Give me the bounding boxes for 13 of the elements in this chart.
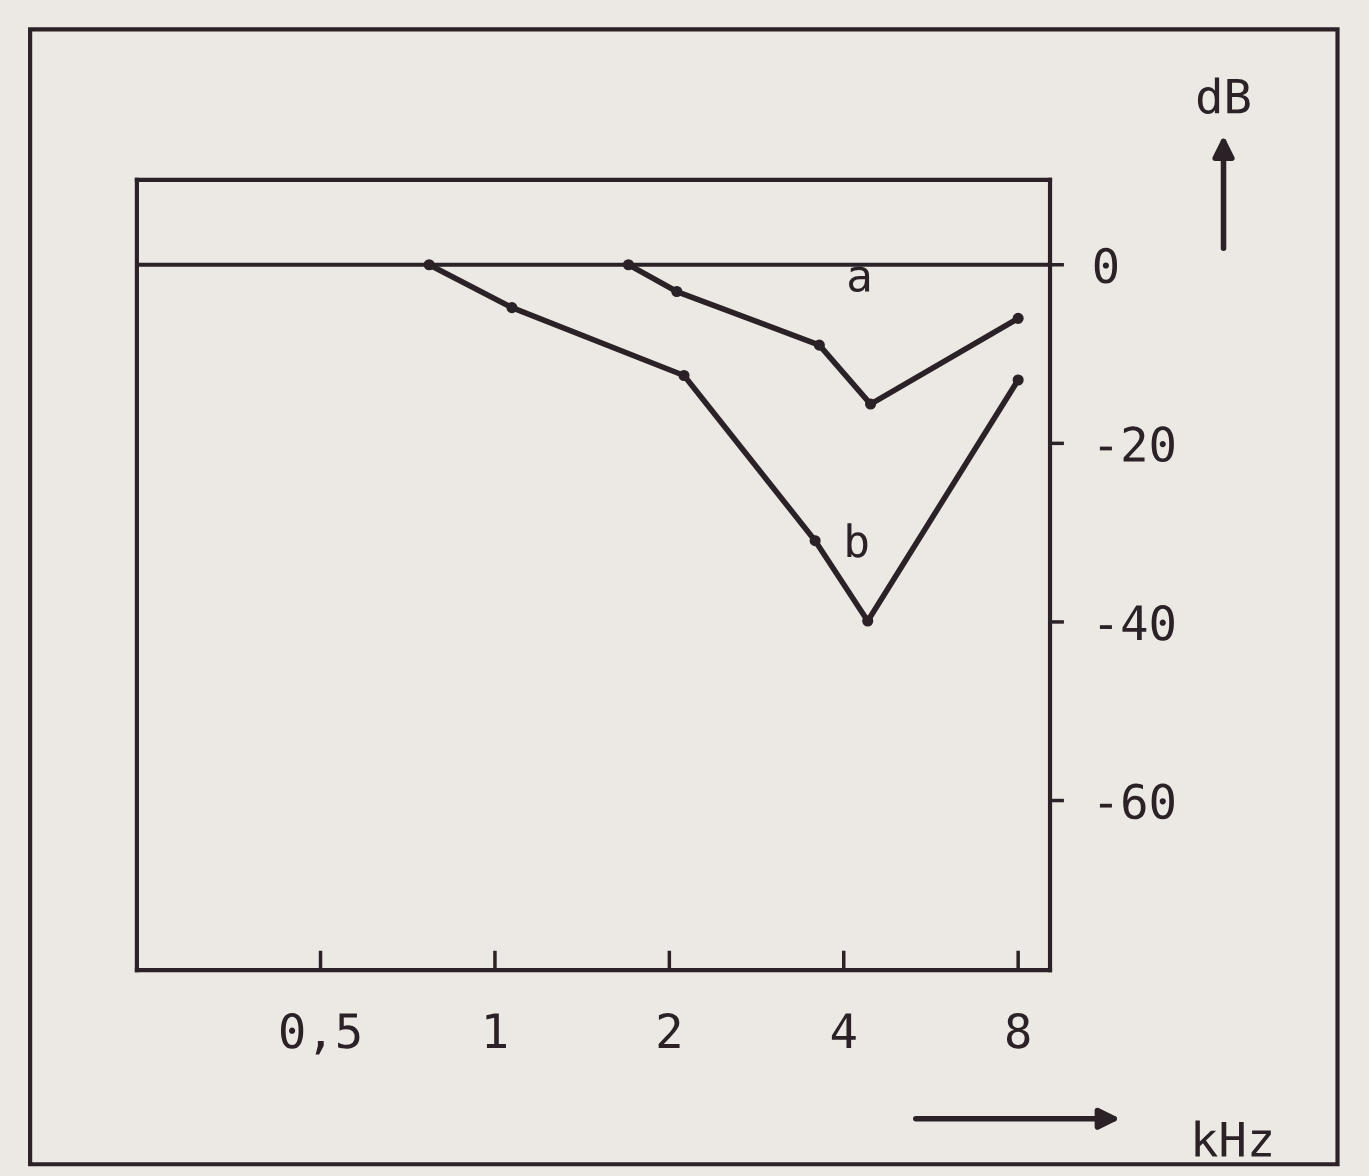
y-tick-label: -20	[1099, 426, 1174, 463]
y-tick-label: 0	[1094, 247, 1118, 284]
x-axis-title: kHz	[1195, 1120, 1271, 1157]
series-label: a	[848, 266, 870, 293]
y-tick-label: -60	[1099, 783, 1174, 820]
y-axis-title: dB	[1197, 77, 1250, 114]
x-tick-label: 1	[486, 1013, 506, 1048]
x-tick-label: 2	[658, 1012, 680, 1048]
x-tick-label: 4	[831, 1013, 856, 1048]
x-tick-label: 0,5	[280, 1012, 360, 1055]
series-label: b	[847, 523, 868, 558]
y-tick-label: -40	[1099, 604, 1174, 641]
x-tick-label: 8	[1006, 1012, 1030, 1049]
